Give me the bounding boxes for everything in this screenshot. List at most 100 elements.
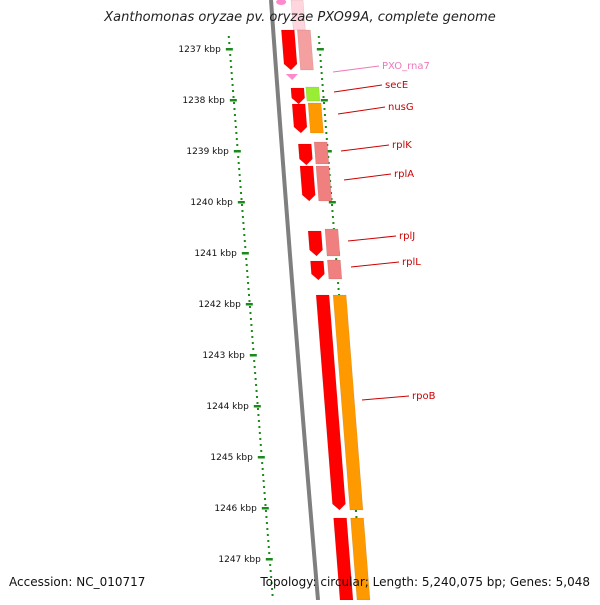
ruler-tick-left bbox=[237, 201, 245, 204]
gene-arrow bbox=[291, 103, 308, 134]
gene-arrow bbox=[281, 29, 298, 71]
ruler-dot bbox=[230, 66, 233, 68]
ruler-dot bbox=[244, 246, 247, 248]
ruler-dot bbox=[320, 72, 323, 74]
ruler-dot bbox=[235, 138, 238, 140]
ruler-dot bbox=[256, 396, 259, 398]
ruler-label: 1243 kbp bbox=[202, 351, 245, 361]
ruler-dot bbox=[242, 228, 245, 230]
ruler-tick-left bbox=[257, 456, 265, 459]
ruler-dot bbox=[248, 294, 251, 296]
ruler-label: 1239 kbp bbox=[186, 147, 229, 157]
ruler-tick-right bbox=[328, 201, 336, 204]
ruler-dot bbox=[237, 162, 240, 164]
ruler-dot bbox=[228, 42, 231, 44]
ruler-dot bbox=[320, 66, 323, 68]
ruler-dot bbox=[235, 132, 238, 134]
ruler-dot bbox=[256, 408, 259, 410]
ruler-dot bbox=[318, 42, 321, 44]
ruler-dot bbox=[245, 258, 248, 260]
ruler-dot bbox=[337, 282, 340, 284]
ruler-tick-left bbox=[261, 507, 269, 510]
ruler-dot bbox=[253, 360, 256, 362]
rna-arrow bbox=[285, 74, 298, 80]
ruler-tick-left bbox=[253, 405, 261, 408]
ruler-dot bbox=[262, 480, 265, 482]
ruler-dot bbox=[261, 468, 264, 470]
ruler-dot bbox=[233, 108, 236, 110]
ruler-dot bbox=[242, 222, 245, 224]
gene-box bbox=[327, 259, 343, 280]
ruler-label: 1247 kbp bbox=[218, 555, 261, 565]
ruler-dot bbox=[245, 264, 248, 266]
ruler-dot bbox=[259, 438, 262, 440]
ruler-dot bbox=[266, 528, 269, 530]
gene-box bbox=[315, 165, 333, 202]
gene-box bbox=[307, 102, 324, 134]
ruler-dot bbox=[232, 96, 235, 98]
gene-label-leader bbox=[333, 84, 383, 93]
ruler-tick-left bbox=[225, 48, 233, 51]
ruler-dot bbox=[324, 126, 327, 128]
ruler-tick-left bbox=[229, 99, 237, 102]
ruler-dot bbox=[246, 276, 249, 278]
ruler-dot bbox=[337, 288, 340, 290]
gene-label-leader bbox=[332, 65, 380, 73]
ruler-dot bbox=[240, 204, 243, 206]
ruler-dot bbox=[229, 60, 232, 62]
ruler-dot bbox=[331, 216, 334, 218]
gene-box bbox=[324, 228, 341, 257]
ruler-dot bbox=[240, 192, 243, 194]
ruler-dot bbox=[255, 384, 258, 386]
ruler-label: 1238 kbp bbox=[182, 96, 225, 106]
ruler-dot bbox=[253, 366, 256, 368]
ruler-dot bbox=[232, 102, 235, 104]
gene-label-rplk: rplK bbox=[392, 140, 412, 151]
ruler-dot bbox=[258, 426, 261, 428]
gene-arrow bbox=[290, 87, 305, 105]
ruler-dot bbox=[323, 114, 326, 116]
ruler-dot bbox=[270, 582, 273, 584]
ruler-dot bbox=[232, 90, 235, 92]
ruler-dot bbox=[321, 84, 324, 86]
ruler-dot bbox=[240, 198, 243, 200]
ruler-dot bbox=[265, 522, 268, 524]
ruler-dot bbox=[331, 210, 334, 212]
ruler-dot bbox=[234, 120, 237, 122]
gene-label-rpla: rplA bbox=[394, 169, 414, 180]
ruler-dot bbox=[317, 36, 320, 38]
ruler-dot bbox=[263, 492, 266, 494]
ruler-dot bbox=[269, 564, 272, 566]
gene-box bbox=[332, 294, 364, 511]
ruler-label: 1240 kbp bbox=[190, 198, 233, 208]
ruler-dot bbox=[257, 414, 260, 416]
ruler-dot bbox=[238, 168, 241, 170]
ruler-dot bbox=[319, 54, 322, 56]
gene-label-rpll: rplL bbox=[402, 257, 421, 268]
ruler-dot bbox=[354, 510, 357, 512]
gene-label-sece: secE bbox=[385, 80, 408, 91]
ruler-dot bbox=[324, 120, 327, 122]
ruler-dot bbox=[239, 180, 242, 182]
ruler-tick-left bbox=[249, 354, 257, 357]
ruler-dot bbox=[254, 372, 257, 374]
ruler-dot bbox=[247, 288, 250, 290]
ruler-dot bbox=[270, 576, 273, 578]
ruler-dot bbox=[236, 144, 239, 146]
ruler-dot bbox=[258, 432, 261, 434]
gene-label-leader bbox=[337, 106, 386, 115]
ruler-dot bbox=[267, 546, 270, 548]
backbone-line bbox=[269, 0, 320, 601]
ruler-dot bbox=[264, 510, 267, 512]
ruler-dot bbox=[251, 342, 254, 344]
ruler-tick-left bbox=[233, 150, 241, 153]
ruler-dot bbox=[271, 594, 274, 596]
gene-box bbox=[313, 141, 330, 165]
ruler-dot bbox=[230, 72, 233, 74]
gene-feature-top-rna bbox=[276, 0, 287, 5]
ruler-dot bbox=[323, 108, 326, 110]
gene-arrow bbox=[315, 294, 346, 511]
ruler-dot bbox=[248, 300, 251, 302]
ruler-dot bbox=[268, 552, 271, 554]
gene-box bbox=[297, 29, 314, 71]
